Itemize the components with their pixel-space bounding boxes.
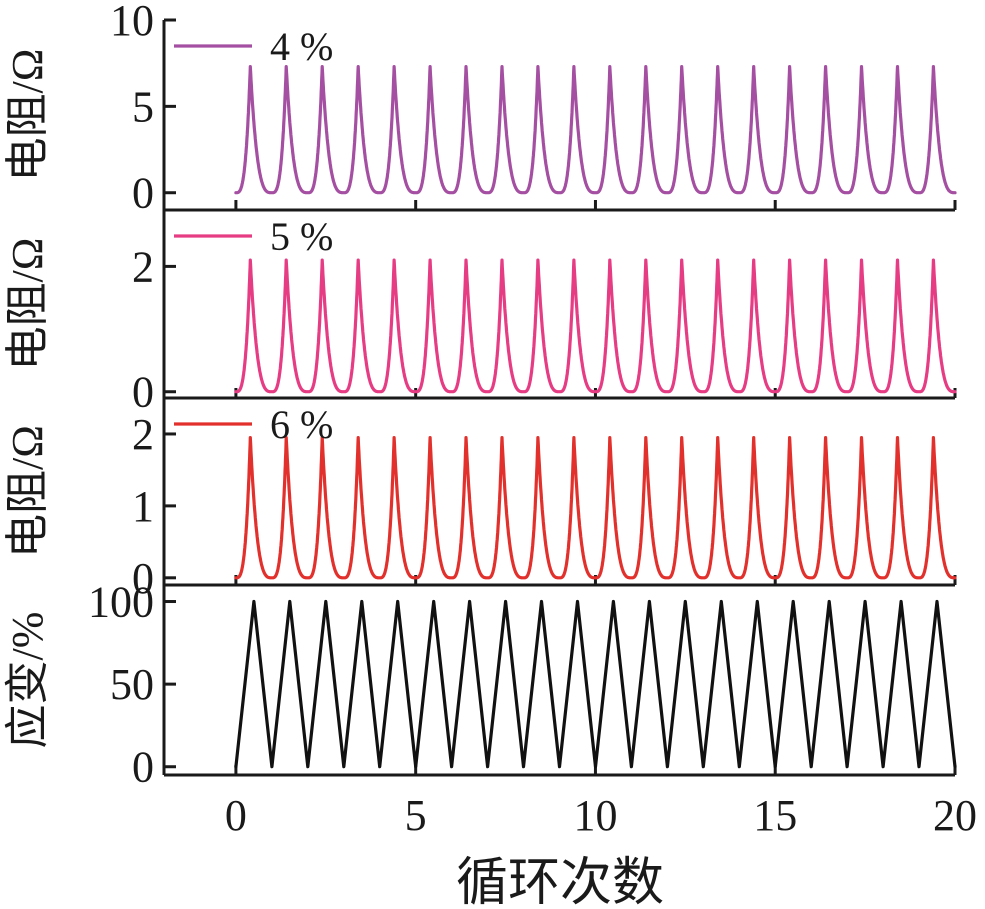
legend-label: 6 % [270, 402, 333, 447]
series-line-1 [234, 65, 957, 195]
panel-2: 0 2 电阻/Ω 5 % [3, 210, 957, 417]
y-tick-label: 2 [132, 410, 154, 459]
series-line-3 [234, 436, 957, 580]
y-tick-label: 50 [110, 660, 154, 709]
y-axis-label: 电阻/Ω [3, 49, 52, 182]
panel-1: 0 5 10 电阻/Ω 4 % [3, 0, 957, 218]
y-axis-label: 电阻/Ω [3, 238, 52, 371]
y-axis-label: 应变/% [3, 612, 52, 749]
series-line-2 [234, 258, 957, 394]
x-tick-label: 0 [225, 791, 247, 840]
y-tick-label: 0 [132, 368, 154, 417]
y-axis-label: 电阻/Ω [3, 425, 52, 558]
panel-3: 0 1 2 电阻/Ω 6 % [3, 398, 957, 603]
x-tick-label: 10 [573, 791, 617, 840]
series-line-4 [234, 599, 957, 769]
x-tick-label: 5 [405, 791, 427, 840]
x-tick-label: 20 [933, 791, 977, 840]
y-tick-label: 0 [132, 169, 154, 218]
legend-label: 5 % [270, 214, 333, 259]
y-tick-label: 2 [132, 242, 154, 291]
y-tick-label: 0 [132, 743, 154, 792]
x-axis-label: 循环次数 [456, 855, 664, 909]
legend-label: 4 % [270, 24, 333, 69]
panel-4: 0 50 100 应变/% 0 5 10 15 20 [3, 578, 977, 840]
y-tick-label: 5 [132, 82, 154, 131]
y-tick-label: 1 [132, 482, 154, 531]
y-tick-label: 10 [110, 0, 154, 45]
y-tick-label: 100 [88, 578, 154, 627]
x-tick-label: 15 [753, 791, 797, 840]
y-tick-label: 0 [132, 554, 154, 603]
